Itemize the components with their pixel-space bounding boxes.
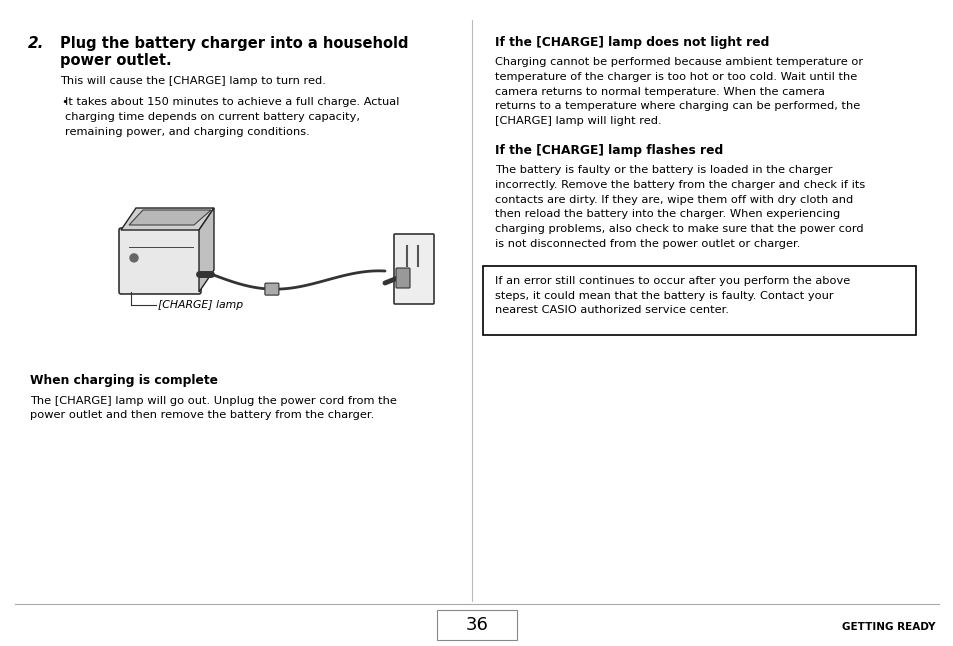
FancyBboxPatch shape — [394, 234, 434, 304]
Text: remaining power, and charging conditions.: remaining power, and charging conditions… — [65, 127, 310, 136]
FancyBboxPatch shape — [119, 228, 201, 294]
Text: When charging is complete: When charging is complete — [30, 374, 218, 387]
Text: The battery is faulty or the battery is loaded in the charger: The battery is faulty or the battery is … — [495, 165, 832, 175]
Text: If the [CHARGE] lamp does not light red: If the [CHARGE] lamp does not light red — [495, 36, 768, 49]
Circle shape — [130, 254, 138, 262]
Text: camera returns to normal temperature. When the camera: camera returns to normal temperature. Wh… — [495, 87, 824, 96]
Text: [CHARGE] lamp: [CHARGE] lamp — [158, 300, 243, 310]
Text: power outlet and then remove the battery from the charger.: power outlet and then remove the battery… — [30, 410, 374, 421]
Text: then reload the battery into the charger. When experiencing: then reload the battery into the charger… — [495, 209, 840, 220]
Text: GETTING READY: GETTING READY — [841, 622, 935, 632]
Text: temperature of the charger is too hot or too cold. Wait until the: temperature of the charger is too hot or… — [495, 72, 857, 82]
Text: returns to a temperature where charging can be performed, the: returns to a temperature where charging … — [495, 101, 860, 111]
Text: incorrectly. Remove the battery from the charger and check if its: incorrectly. Remove the battery from the… — [495, 180, 864, 190]
Text: power outlet.: power outlet. — [60, 54, 172, 68]
Bar — [436, 610, 517, 640]
Text: charging problems, also check to make sure that the power cord: charging problems, also check to make su… — [495, 224, 862, 234]
Polygon shape — [121, 208, 213, 230]
Text: •: • — [61, 97, 68, 107]
Text: 36: 36 — [465, 616, 488, 634]
Polygon shape — [129, 210, 211, 225]
Text: If an error still continues to occur after you perform the above: If an error still continues to occur aft… — [495, 276, 849, 286]
Text: nearest CASIO authorized service center.: nearest CASIO authorized service center. — [495, 306, 728, 315]
Text: [CHARGE] lamp will light red.: [CHARGE] lamp will light red. — [495, 116, 661, 126]
Polygon shape — [199, 208, 213, 292]
Text: contacts are dirty. If they are, wipe them off with dry cloth and: contacts are dirty. If they are, wipe th… — [495, 194, 852, 205]
FancyBboxPatch shape — [395, 268, 410, 288]
Text: The [CHARGE] lamp will go out. Unplug the power cord from the: The [CHARGE] lamp will go out. Unplug th… — [30, 396, 396, 406]
Bar — [482, 266, 915, 335]
Text: charging time depends on current battery capacity,: charging time depends on current battery… — [65, 112, 359, 121]
Text: 2.: 2. — [28, 36, 45, 51]
Text: This will cause the [CHARGE] lamp to turn red.: This will cause the [CHARGE] lamp to tur… — [60, 76, 326, 87]
Text: Plug the battery charger into a household: Plug the battery charger into a househol… — [60, 36, 408, 51]
Text: If the [CHARGE] lamp flashes red: If the [CHARGE] lamp flashes red — [495, 144, 722, 157]
Text: is not disconnected from the power outlet or charger.: is not disconnected from the power outle… — [495, 239, 800, 249]
Text: Charging cannot be performed because ambient temperature or: Charging cannot be performed because amb… — [495, 57, 862, 67]
FancyBboxPatch shape — [265, 283, 278, 295]
Text: It takes about 150 minutes to achieve a full charge. Actual: It takes about 150 minutes to achieve a … — [65, 97, 399, 107]
Text: steps, it could mean that the battery is faulty. Contact your: steps, it could mean that the battery is… — [495, 291, 833, 300]
